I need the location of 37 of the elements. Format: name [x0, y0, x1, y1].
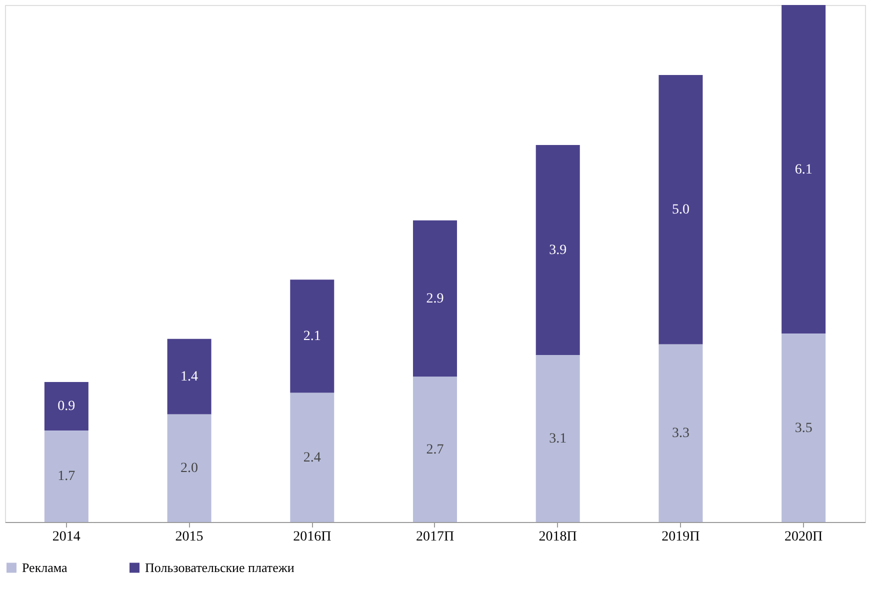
bar	[167, 338, 212, 414]
legend-label: Пользовательские платежи	[145, 560, 294, 575]
data-label: 5.0	[672, 202, 690, 218]
bar	[658, 75, 703, 344]
data-label: 3.9	[549, 243, 567, 258]
bar	[413, 376, 457, 522]
data-label: 2.7	[426, 442, 444, 458]
bar	[167, 414, 212, 522]
x-tick-label: 2015	[175, 530, 204, 544]
data-label: 2.0	[180, 461, 198, 476]
data-label: 1.4	[180, 370, 198, 385]
bar	[290, 280, 334, 393]
x-tick-label: 2014	[52, 530, 80, 544]
bar	[658, 344, 703, 522]
data-label: 0.9	[58, 399, 76, 414]
x-tick-label: 2017П	[416, 530, 454, 544]
data-label: 3.3	[672, 426, 690, 442]
x-tick-label: 2016П	[293, 530, 332, 544]
bar	[413, 220, 457, 377]
data-label: 3.5	[794, 420, 812, 436]
bar	[536, 145, 580, 356]
legend-label: Реклама	[22, 560, 68, 575]
data-label: 3.1	[549, 432, 567, 447]
x-tick-label: 2018П	[538, 530, 577, 544]
data-label: 6.1	[794, 162, 812, 178]
data-label: 2.9	[426, 292, 444, 307]
bar	[44, 382, 88, 430]
bar	[290, 392, 334, 522]
x-tick-label: 2020П	[784, 530, 823, 544]
data-label: 1.7	[58, 469, 76, 484]
bar	[782, 5, 826, 334]
data-label: 2.4	[303, 450, 321, 466]
x-tick-label: 2019П	[662, 530, 700, 544]
bar	[536, 355, 580, 522]
bar	[44, 430, 88, 522]
bar	[782, 334, 826, 522]
data-label: 2.1	[303, 329, 321, 344]
